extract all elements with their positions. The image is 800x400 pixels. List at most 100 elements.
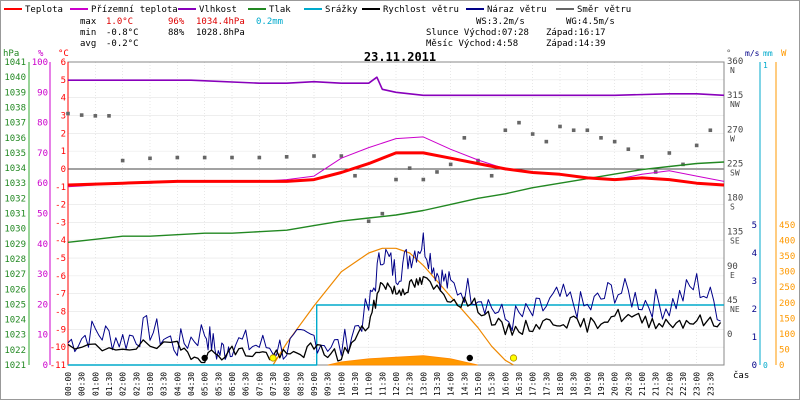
degc-tick-label: -2: [55, 201, 66, 211]
ms-tick-label: 3: [752, 277, 757, 287]
w-tick-label: 350: [779, 252, 795, 262]
stats-temp: 1.0°C: [106, 17, 133, 27]
hpa-tick-label: 1022: [4, 346, 26, 356]
dir-tick-label: 270: [727, 125, 743, 135]
axes: hPa% °C ° m/s mm Wčas104110401039103810371036…: [3, 49, 795, 396]
time-tick-label: 18:00: [556, 372, 565, 396]
wind-dir-point: [530, 132, 535, 136]
dir-compass-label: NE: [730, 305, 740, 314]
time-tick-label: 02:00: [119, 372, 128, 396]
time-tick-label: 10:00: [337, 372, 346, 396]
ms-tick-label: 0: [752, 361, 757, 371]
stats-panel: max 1.0°C 96% 1034.4hPa 0.2mm min -0.8°C 88% 102…: [80, 17, 283, 49]
hpa-tick-label: 1021: [4, 361, 26, 371]
time-tick-label: 14:30: [460, 372, 469, 396]
w-tick-label: 400: [779, 237, 795, 247]
time-tick-label: 16:00: [501, 372, 510, 396]
degc-tick-label: -4: [55, 236, 66, 246]
pct-tick-label: 40: [37, 240, 48, 250]
degc-tick-label: -3: [55, 218, 66, 228]
hpa-tick-label: 1039: [4, 88, 26, 98]
hpa-tick-label: 1036: [4, 134, 26, 144]
degc-tick-label: -5: [55, 254, 66, 264]
stats-press: 1034.4hPa: [196, 17, 245, 27]
hpa-unit: hPa: [3, 49, 19, 59]
dir-unit: °: [726, 49, 731, 59]
time-tick-label: 02:30: [132, 372, 141, 396]
hpa-tick-label: 1028: [4, 255, 26, 265]
time-unit: čas: [733, 370, 749, 381]
degc-tick-label: 6: [61, 58, 66, 68]
wind-dir-point: [694, 143, 699, 148]
legend-label: Teplota: [25, 5, 63, 15]
time-tick-label: 23:30: [706, 372, 715, 396]
stats-rain: 0.2mm: [256, 17, 283, 27]
time-tick-label: 13:00: [419, 372, 428, 396]
dir-compass-label: NW: [730, 100, 740, 109]
degc-tick-label: -8: [55, 308, 66, 318]
time-tick-label: 03:00: [146, 372, 155, 396]
degc-tick-label: 0: [61, 165, 66, 175]
time-tick-label: 11:30: [378, 372, 387, 396]
degc-tick-label: -1: [55, 183, 66, 193]
stats-hum: 88%: [168, 28, 185, 38]
wind-dir-point: [585, 128, 590, 133]
degc-tick-label: -9: [55, 325, 66, 335]
dir-tick-label: 135: [727, 228, 743, 238]
hpa-tick-label: 1025: [4, 300, 26, 310]
time-tick-label: 07:00: [255, 372, 264, 396]
legend-label: Vlhkost: [199, 5, 237, 15]
pct-tick-label: 60: [37, 179, 48, 189]
hpa-tick-label: 1037: [4, 119, 26, 129]
pct-tick-label: 50: [37, 210, 48, 220]
w-tick-label: 150: [779, 314, 795, 324]
dir-compass-label: N: [730, 66, 735, 75]
pct-unit: %: [38, 49, 44, 59]
info-panel: WS:3.2m/s WG:4.5m/s Slunce Východ:07:28 Záp…: [426, 17, 615, 49]
series-solar-measured: [327, 355, 479, 366]
info-moon: Měsíc Východ:4:58: [426, 39, 518, 49]
legend-label: Přízemní teplota: [91, 5, 178, 15]
dir-tick-label: 45: [727, 296, 738, 306]
pct-tick-label: 30: [37, 270, 48, 280]
time-tick-label: 16:30: [515, 372, 524, 396]
wind-dir-point: [407, 166, 412, 170]
wind-dir-point: [476, 158, 480, 163]
time-tick-label: 18:30: [570, 372, 579, 396]
wind-dir-point: [708, 128, 713, 133]
wind-dir-point: [93, 114, 98, 118]
series-solar: [272, 247, 514, 366]
time-tick-label: 23:00: [693, 372, 702, 396]
time-tick-label: 20:30: [624, 372, 633, 396]
degc-tick-label: 3: [61, 111, 66, 121]
time-tick-label: 10:30: [351, 372, 360, 396]
time-tick-label: 04:30: [187, 372, 196, 396]
time-tick-label: 03:30: [160, 372, 169, 396]
pct-tick-label: 0: [43, 361, 48, 371]
stats-press: 1028.8hPa: [196, 28, 245, 38]
wind-dir-point: [517, 120, 521, 125]
time-tick-label: 22:30: [679, 372, 688, 396]
wind-dir-point: [489, 173, 494, 178]
pct-tick-label: 80: [37, 119, 48, 129]
hpa-tick-label: 1040: [4, 73, 26, 83]
time-tick-label: 00:00: [64, 372, 73, 396]
w-tick-label: 200: [779, 299, 795, 309]
stats-label: avg: [80, 39, 96, 49]
wind-dir-point: [107, 114, 111, 118]
time-tick-label: 12:30: [406, 372, 415, 396]
time-tick-label: 21:30: [652, 372, 661, 396]
time-tick-label: 13:30: [433, 372, 442, 396]
time-tick-label: 12:00: [392, 372, 401, 396]
legend-label: Tlak: [269, 5, 291, 15]
legend-label: Srážky: [325, 5, 358, 15]
time-tick-label: 00:30: [78, 372, 87, 396]
sun-set-marker: [509, 354, 518, 362]
dir-compass-label: S: [730, 203, 735, 212]
hpa-tick-label: 1029: [4, 240, 26, 250]
wind-dir-point: [626, 147, 631, 152]
info-moon-set: Západ:14:39: [546, 39, 606, 49]
time-tick-label: 08:00: [283, 372, 292, 396]
hpa-tick-label: 1023: [4, 331, 26, 341]
